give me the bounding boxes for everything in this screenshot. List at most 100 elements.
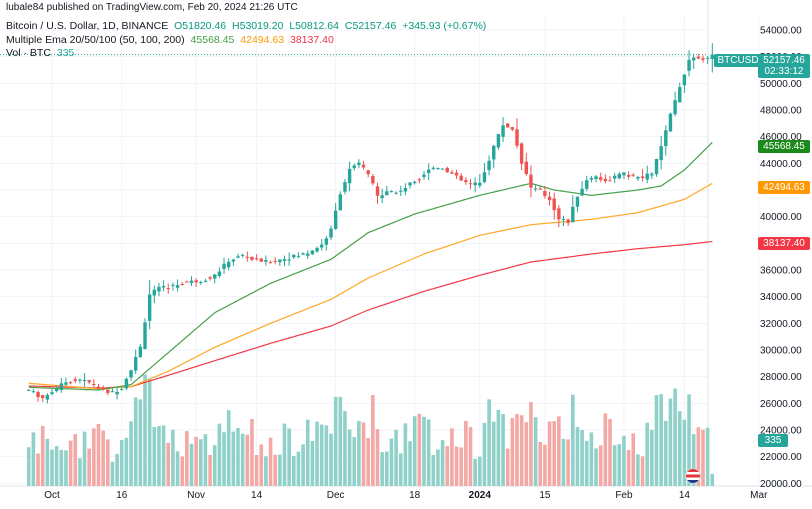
volume-bar (133, 397, 138, 486)
candle-body (296, 255, 301, 257)
candle-body (617, 173, 621, 179)
time-tick-label: Mar (750, 490, 768, 501)
candle-body (106, 389, 110, 393)
candle-body (96, 386, 101, 389)
candle-body (654, 158, 659, 175)
candle-body (659, 146, 663, 161)
candle-body (203, 280, 208, 282)
candle-body (115, 391, 119, 395)
candle-body (394, 192, 398, 194)
volume-bar (459, 447, 463, 486)
candle-body (287, 259, 291, 261)
volume-bar (431, 454, 436, 486)
us-flag-icon[interactable] (685, 468, 701, 484)
candle-body (194, 280, 198, 283)
volume-bar (338, 396, 343, 486)
volume-bar (287, 428, 291, 486)
volume-bar (594, 448, 598, 486)
volume-bar (482, 422, 487, 486)
candle-body (36, 392, 40, 398)
candle-body (403, 188, 408, 192)
time-axis[interactable]: Oct 16 Nov 14 Dec 18 2024 15 Feb 14 Mar (44, 490, 768, 501)
volume-bar (324, 425, 329, 486)
price-tick-label: 24000.00 (760, 426, 802, 437)
volume-bar (115, 453, 119, 486)
legend-symbol: Bitcoin / U.S. Dollar, 1D, BINANCE (6, 20, 169, 32)
candle-body (464, 180, 468, 183)
candle-body (580, 188, 584, 196)
candle-body (506, 123, 510, 128)
candle-body (120, 389, 124, 391)
volume-bar (347, 429, 352, 486)
volume-bar (273, 454, 277, 486)
candle-body (650, 173, 654, 176)
candle-body (171, 284, 175, 286)
volume-bar (250, 418, 254, 486)
candle-body (82, 380, 87, 382)
candle-body (515, 129, 519, 146)
legend-ema-row[interactable]: Multiple Ema 20/50/100 (50, 100, 200) 45… (6, 34, 337, 47)
candle-body (264, 260, 268, 262)
candle-body (705, 57, 710, 59)
legend-symbol-row[interactable]: Bitcoin / U.S. Dollar, 1D, BINANCE O5182… (6, 20, 489, 33)
candle-body (529, 174, 533, 188)
price-tick-label: 36000.00 (760, 266, 802, 277)
volume-bar (454, 446, 459, 486)
candle-body (59, 383, 63, 390)
volume-bar (422, 416, 426, 486)
volume-bar (668, 398, 673, 486)
volume-bar (329, 433, 333, 486)
price-tick-label: 48000.00 (760, 106, 802, 117)
volume-bar (278, 454, 282, 486)
volume-bar (305, 419, 310, 486)
ema1-price-label: 45568.45 (758, 140, 810, 153)
volume-bar (68, 440, 73, 486)
price-tick-label: 46000.00 (760, 132, 802, 143)
candle-body (134, 356, 138, 371)
candle-body (231, 259, 236, 262)
volume-bar (464, 420, 468, 486)
volume-bar (533, 417, 538, 486)
volume-bar (691, 434, 696, 486)
legend-vol-row[interactable]: Vol · BTC 335 (6, 47, 77, 60)
volume-bar (557, 416, 561, 486)
volume-bar (664, 420, 668, 486)
candle-body (561, 218, 566, 220)
price-tick-label: 26000.00 (760, 399, 802, 410)
volume-bar (343, 410, 347, 486)
volume-bar (26, 447, 31, 486)
volume-bar (119, 439, 124, 486)
volume-bar (380, 452, 384, 486)
time-tick-label: Dec (327, 490, 345, 501)
candle-body (333, 210, 338, 229)
legend-change: +345.93 (+0.67%) (402, 20, 487, 32)
candle-body (240, 254, 245, 256)
volume-bar (73, 434, 78, 486)
candle-body (543, 191, 547, 196)
candle-body (710, 54, 714, 60)
candle-body (110, 391, 115, 393)
candle-body (185, 281, 189, 283)
candle-body (292, 255, 296, 258)
volume-bar (650, 429, 654, 486)
volume-bar (612, 445, 617, 486)
volume-bar (626, 449, 631, 486)
candle-body (236, 256, 240, 258)
candle-body (273, 260, 277, 262)
volume-bar (491, 421, 496, 486)
volume-bar (450, 428, 454, 486)
candle-body (301, 253, 305, 255)
volume-bar (240, 433, 245, 486)
candle-body (417, 179, 422, 181)
volume-bar (292, 455, 296, 486)
candle-body (468, 183, 473, 185)
price-tick-label: 28000.00 (760, 372, 802, 383)
ema2-price-label: 42494.63 (758, 181, 810, 194)
volume-bar (473, 458, 477, 486)
volume-bar (371, 395, 375, 486)
volume-bar (654, 395, 659, 486)
volume-bar (199, 439, 203, 486)
volume-bar (696, 427, 701, 486)
volume-bar (171, 429, 175, 486)
